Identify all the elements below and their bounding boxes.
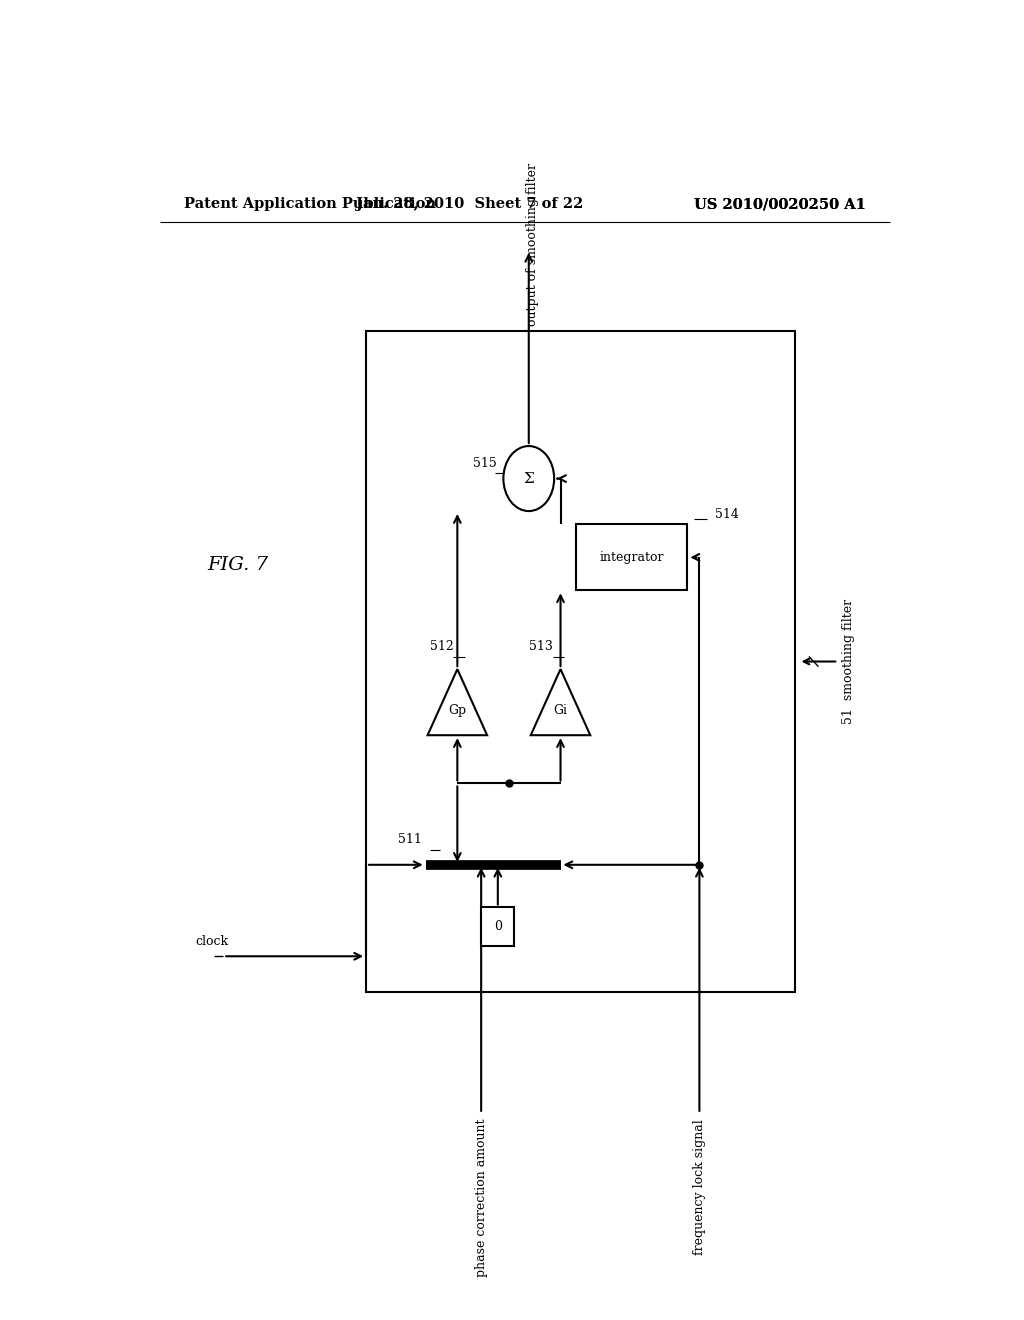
Text: Jan. 28, 2010  Sheet 7 of 22: Jan. 28, 2010 Sheet 7 of 22 <box>355 197 583 211</box>
Text: Σ: Σ <box>523 471 535 486</box>
Text: Gi: Gi <box>554 704 567 717</box>
Text: US 2010/0020250 A1: US 2010/0020250 A1 <box>694 197 866 211</box>
Bar <box>577 524 687 590</box>
Text: 51  smoothing filter: 51 smoothing filter <box>842 599 855 725</box>
Text: US 2010/0020250 A1: US 2010/0020250 A1 <box>694 197 866 211</box>
Text: Gp: Gp <box>449 704 466 717</box>
Polygon shape <box>530 669 590 735</box>
Text: clock: clock <box>196 935 228 948</box>
Text: 515: 515 <box>473 457 497 470</box>
Text: 511: 511 <box>397 833 422 846</box>
Text: FIG. 7: FIG. 7 <box>207 556 268 574</box>
Text: 512: 512 <box>430 640 454 653</box>
Bar <box>481 907 514 946</box>
Text: phase correction amount: phase correction amount <box>475 1119 487 1278</box>
Bar <box>367 331 795 991</box>
Text: frequency lock signal: frequency lock signal <box>693 1119 706 1254</box>
Text: output of smoothing filter: output of smoothing filter <box>526 164 540 326</box>
Text: integrator: integrator <box>600 550 665 564</box>
Polygon shape <box>428 669 487 735</box>
Text: 514: 514 <box>715 508 739 520</box>
Text: 0: 0 <box>494 920 502 933</box>
Text: Patent Application Publication: Patent Application Publication <box>183 197 435 211</box>
Text: 513: 513 <box>528 640 553 653</box>
Circle shape <box>504 446 554 511</box>
